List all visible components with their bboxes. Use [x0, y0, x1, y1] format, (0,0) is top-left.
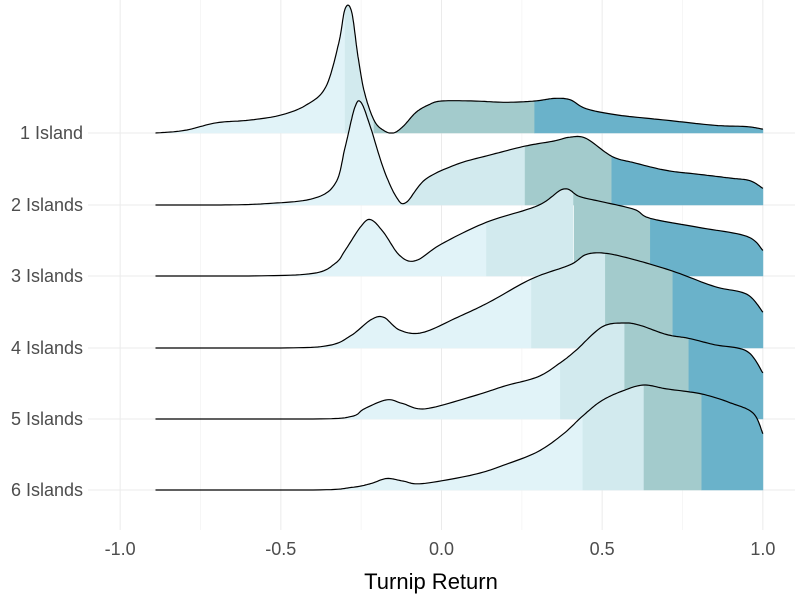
ridge-2 — [155, 100, 764, 206]
x-axis-ticks: -1.0 -0.5 0.0 0.5 1.0 — [105, 539, 776, 559]
x-tick-label: 1.0 — [750, 539, 775, 559]
row-label: 6 Islands — [11, 480, 83, 500]
ridge-outline — [155, 100, 764, 206]
ridge-outline — [155, 4, 764, 134]
ridges — [155, 4, 764, 491]
ridge-quartile-fill — [155, 278, 532, 349]
row-label: 2 Islands — [11, 195, 83, 215]
x-tick-label: 0.5 — [590, 539, 615, 559]
ridge-quartile-fill — [155, 219, 487, 277]
ridge-quartile-fill — [373, 100, 535, 134]
x-axis-title: Turnip Return — [364, 569, 498, 594]
ridge-quartile-fill — [650, 218, 764, 277]
ridge-5 — [155, 322, 764, 420]
ridge-quartile-fill — [155, 362, 561, 420]
ridge-quartile-fill — [534, 98, 764, 134]
ridge-quartile-fill — [672, 270, 764, 349]
x-tick-label: -1.0 — [105, 539, 136, 559]
ridge-outline — [155, 384, 764, 491]
row-labels: 1 Island 2 Islands 3 Islands 4 Islands 5 Isl… — [11, 123, 83, 500]
row-label: 3 Islands — [11, 266, 83, 286]
ridge-6 — [155, 384, 764, 491]
ridge-quartile-fill — [155, 8, 346, 134]
row-label: 5 Islands — [11, 409, 83, 429]
ridge-quartile-fill — [400, 145, 526, 206]
ridge-1 — [155, 4, 764, 134]
ridge-outline — [155, 252, 764, 349]
ridge-outline — [155, 322, 764, 420]
ridge-4 — [155, 252, 764, 349]
ridge-outline — [155, 188, 764, 277]
ridge-quartile-fill — [643, 384, 703, 491]
x-tick-label: 0.0 — [429, 539, 454, 559]
ridge-quartile-fill — [155, 415, 584, 491]
x-tick-label: -0.5 — [265, 539, 296, 559]
ridge-quartile-fill — [611, 155, 764, 206]
row-label: 1 Island — [20, 123, 83, 143]
row-label: 4 Islands — [11, 338, 83, 358]
